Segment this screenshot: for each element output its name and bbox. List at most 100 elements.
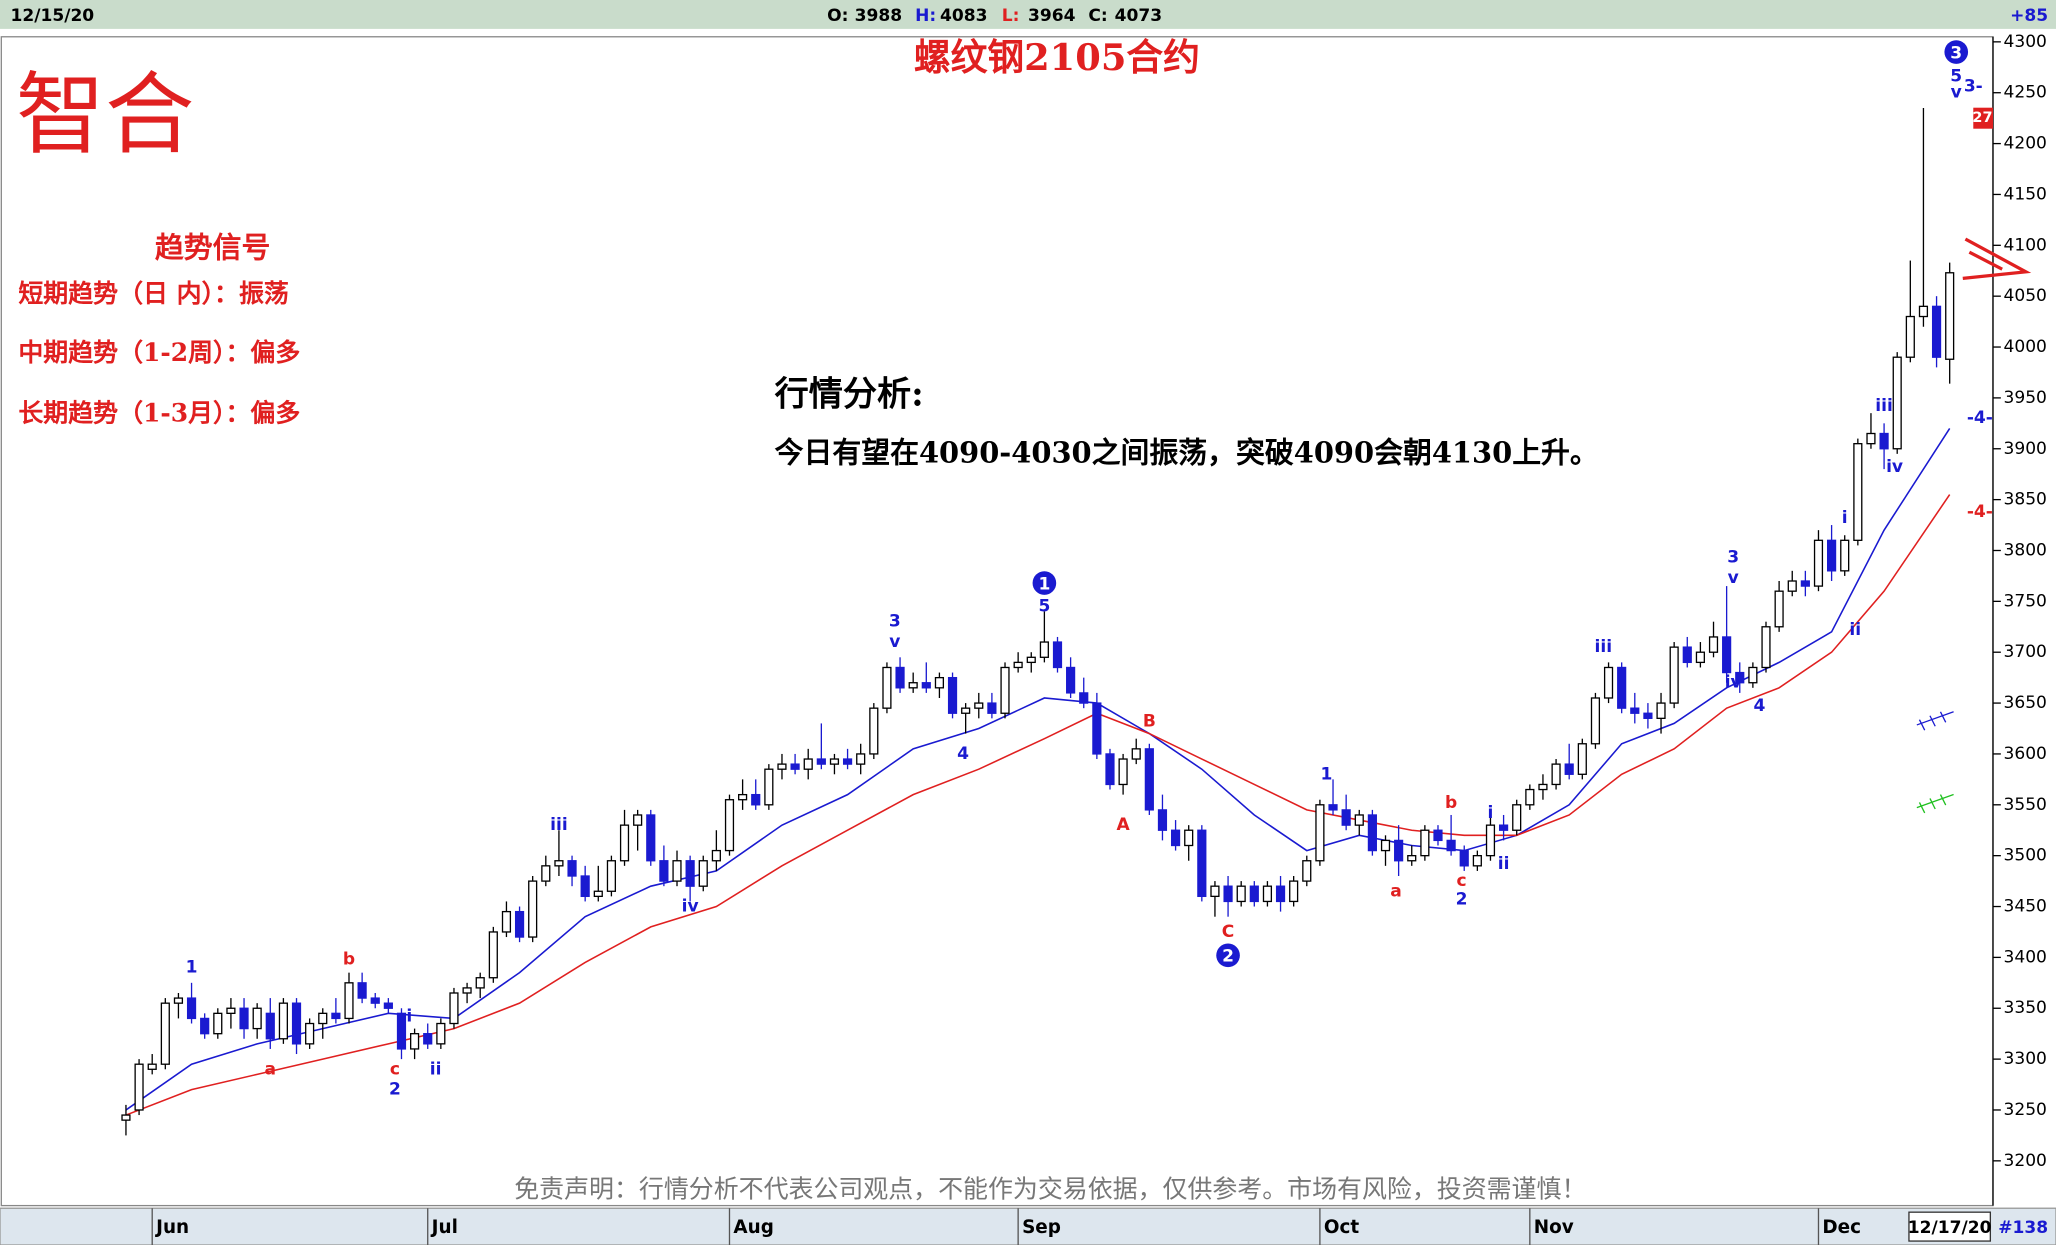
- candle-body: [213, 1012, 223, 1035]
- candle-body: [1538, 783, 1548, 791]
- candle-body: [1643, 712, 1653, 719]
- candle-body: [1013, 661, 1023, 669]
- candle-body: [633, 814, 643, 826]
- y-tick-label: 3450: [2003, 897, 2046, 917]
- candle-body: [711, 849, 721, 862]
- y-tick-label: 3750: [2003, 591, 2046, 611]
- candle-body: [462, 987, 472, 994]
- y-tick-label: 3600: [2003, 744, 2046, 764]
- candle-body: [1420, 829, 1430, 857]
- candle-body: [396, 1012, 407, 1050]
- candle-body: [961, 707, 971, 714]
- candle-body: [974, 702, 984, 709]
- candle-body: [1590, 697, 1601, 745]
- candle-body: [1026, 656, 1036, 664]
- chart-title: 螺纹钢2105合约: [914, 35, 1200, 79]
- candle-body: [1774, 590, 1784, 628]
- candle-body: [331, 1012, 341, 1020]
- y-tick-label: 4250: [2003, 83, 2046, 103]
- y-tick-label: 3500: [2003, 846, 2046, 866]
- candle-body: [1630, 707, 1640, 714]
- candle-body: [842, 758, 853, 765]
- candle-body: [1328, 804, 1338, 811]
- candle-body: [239, 1007, 249, 1030]
- candle-body: [1853, 443, 1863, 541]
- candle-body: [1800, 580, 1810, 587]
- candle-body: [344, 982, 354, 1020]
- candle-body: [1512, 804, 1522, 831]
- candle-body: [790, 763, 800, 770]
- wave-label: iii: [1875, 396, 1893, 416]
- candle-body: [1564, 763, 1574, 775]
- candle-body: [606, 860, 617, 892]
- candle-body: [318, 1012, 328, 1025]
- candle-body: [1722, 636, 1732, 674]
- wave-label: 1: [1038, 574, 1050, 594]
- target-arrow: [1962, 237, 2032, 281]
- candle-body: [1918, 305, 1929, 318]
- y-tick-label: 3550: [2003, 795, 2046, 815]
- candle-body: [1485, 824, 1496, 857]
- wave-label: 4: [1754, 696, 1766, 716]
- wave-label: 3-: [1964, 77, 1983, 97]
- candle-body: [186, 997, 197, 1020]
- footer-count: #138: [1998, 1218, 2048, 1238]
- candle-body: [1197, 829, 1207, 898]
- candle-body: [1354, 814, 1364, 826]
- candle-body: [1407, 855, 1417, 862]
- wave-label: B: [1143, 711, 1156, 731]
- candle-body: [1551, 763, 1561, 786]
- close-value: 4073: [1115, 6, 1162, 26]
- candle-body: [1446, 839, 1456, 852]
- candle-body: [1092, 702, 1102, 755]
- candle-body: [160, 1002, 170, 1065]
- candle-body: [672, 860, 682, 882]
- candle-body: [121, 1114, 131, 1121]
- y-tick-label: 3200: [2003, 1151, 2046, 1171]
- y-tick-label: 4000: [2003, 337, 2046, 357]
- candle-body: [488, 931, 498, 979]
- candle-body: [764, 768, 774, 806]
- candle-body: [265, 1012, 275, 1040]
- marker: [1916, 793, 1954, 814]
- header-date: 12/15/20: [11, 6, 95, 26]
- candle-body: [1656, 702, 1666, 719]
- moving-average-line: [125, 427, 1951, 1111]
- candle-body: [1879, 432, 1889, 450]
- trend-line: 中期趋势（1-2周）：偏多: [18, 338, 300, 367]
- candle-body: [593, 890, 603, 898]
- candle-body: [1827, 539, 1837, 572]
- footer-date-box: [1908, 1211, 1992, 1242]
- candle-body: [1682, 646, 1692, 664]
- candle-body: [1708, 636, 1719, 653]
- x-tick-label: Aug: [733, 1217, 773, 1238]
- candle-body: [1669, 646, 1679, 704]
- candle-body: [1039, 641, 1049, 658]
- y-tick-label: 3350: [2003, 998, 2046, 1018]
- y-tick-label: 3900: [2003, 439, 2046, 459]
- wave-label: c: [1457, 871, 1467, 891]
- wave-label: 3: [1727, 548, 1739, 568]
- candle-body: [1118, 758, 1128, 786]
- candle-body: [1315, 804, 1325, 862]
- candle-body: [200, 1017, 210, 1035]
- y-tick-label: 3850: [2003, 490, 2046, 510]
- x-tick-label: Dec: [1822, 1217, 1861, 1238]
- candle-body: [1144, 748, 1154, 811]
- candle-body: [173, 997, 184, 1004]
- wave-label: 3: [1950, 43, 1962, 63]
- candle-body: [554, 860, 564, 867]
- candle-body: [134, 1063, 144, 1111]
- candle-body: [908, 682, 918, 689]
- plot-area: [0, 36, 1994, 1207]
- candle-body: [1105, 753, 1115, 786]
- candle-body: [1000, 666, 1010, 714]
- wave-label: 5: [1950, 66, 1962, 86]
- wave-label: ii: [1849, 620, 1861, 640]
- moving-average-line: [125, 494, 1951, 1116]
- y-tick-label: 3700: [2003, 642, 2046, 662]
- wave-label: 2: [1222, 947, 1234, 967]
- candle-body: [829, 758, 840, 765]
- candle-body: [1603, 666, 1614, 699]
- candle-body: [1735, 671, 1745, 684]
